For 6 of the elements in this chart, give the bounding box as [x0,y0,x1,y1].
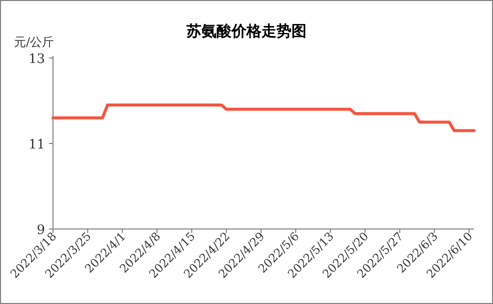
y-tick-label: 11 [28,138,45,152]
y-tick-label: 13 [28,52,45,67]
y-axis-title: 元/公斤 [14,35,54,49]
line-series [52,104,476,132]
y-tick-label: 9 [36,223,45,238]
chart-title: 苏氨酸价格走势图 [186,22,306,40]
